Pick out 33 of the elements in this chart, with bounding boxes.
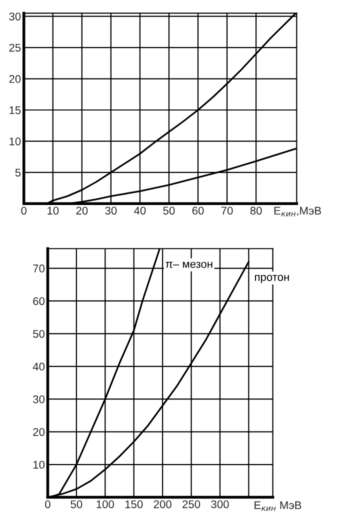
x-tick-label: 70	[221, 206, 233, 215]
y-tick-label: 20	[33, 428, 45, 436]
x-tick-label: 50	[70, 500, 82, 508]
y-tick-label: 20	[9, 75, 21, 83]
series-label: протон	[255, 274, 289, 284]
y-tick-label: 5	[15, 168, 21, 177]
x-tick-label: 40	[134, 206, 146, 215]
x-tick-label: 80	[250, 206, 262, 215]
x-tick-label: 300	[211, 500, 229, 508]
x-tick-label: 0	[21, 206, 27, 215]
x-axis-title: E$_{кин}$ МэВ	[254, 501, 302, 511]
y-tick-label: 15	[10, 106, 21, 114]
x-tick-label: 30	[105, 206, 117, 215]
y-tick-label: 30	[9, 12, 21, 20]
x-tick-label: 100	[96, 500, 114, 508]
x-tick-label: 10	[48, 206, 59, 215]
y-tick-label: 10	[33, 460, 45, 469]
y-tick-label: 40	[32, 362, 45, 371]
y-tick-label: 25	[9, 44, 21, 52]
y-tick-label: 70	[33, 264, 45, 272]
x-tick-label: 200	[154, 500, 172, 508]
x-tick-label: 50	[163, 206, 175, 215]
y-tick-label: 10	[10, 137, 21, 146]
y-tick-label: 60	[33, 297, 45, 306]
y-tick-label: 30	[33, 395, 45, 404]
x-tick-label: 60	[192, 206, 204, 215]
x-tick-label: 150	[125, 500, 143, 508]
series-label: π– мезон	[166, 262, 212, 268]
x-axis-title: E$_{кин}$,МэВ	[274, 206, 321, 216]
y-tick-label: 50	[33, 330, 45, 338]
x-tick-label: 20	[76, 206, 88, 215]
x-tick-label: 0	[45, 500, 50, 508]
x-tick-label: 250	[182, 500, 200, 508]
